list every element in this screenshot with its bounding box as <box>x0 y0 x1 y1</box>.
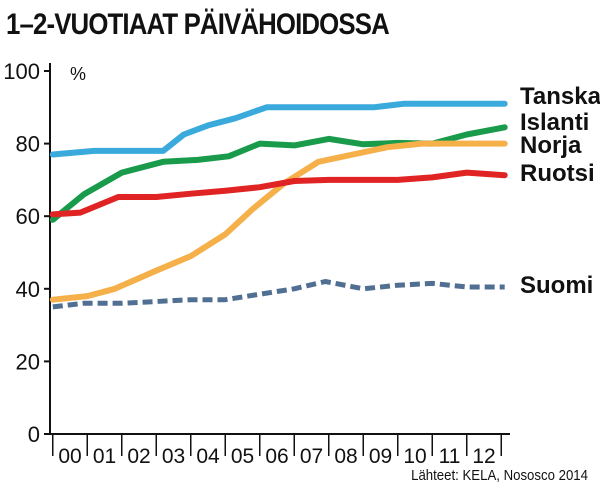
x-tick-label: 03 <box>162 445 185 468</box>
x-tick-label: 07 <box>300 445 323 468</box>
x-tick-label: 12 <box>472 445 495 468</box>
x-tick-label: 08 <box>334 445 357 468</box>
chart-title: 1–2-VUOTIAAT PÄIVÄHOIDOSSA <box>6 8 390 41</box>
y-tick-label: 100 <box>3 59 40 84</box>
x-tick-label: 10 <box>403 445 426 468</box>
legend-label-tanska: Tanska <box>520 83 600 110</box>
x-tick-label: 11 <box>439 445 461 468</box>
x-tick-label: 09 <box>369 445 392 468</box>
x-tick-label: 01 <box>93 445 116 468</box>
y-tick-label: 40 <box>16 277 40 302</box>
legend-label-islanti: Islanti <box>520 109 589 136</box>
legend-label-norja: Norja <box>520 132 582 159</box>
legend-label-ruotsi: Ruotsi <box>520 160 595 187</box>
series-line-suomi <box>52 279 505 310</box>
legend-label-suomi: Suomi <box>520 272 593 299</box>
source-note: Lähteet: KELA, Nososco 2014 <box>411 467 588 484</box>
series-line-tanska <box>49 100 508 158</box>
series-line-ruotsi <box>49 169 508 218</box>
y-tick-label: 80 <box>16 132 40 157</box>
series-line-norja <box>49 140 508 303</box>
x-tick-label: 00 <box>58 445 81 468</box>
x-tick-label: 02 <box>127 445 150 468</box>
y-tick-label: 60 <box>16 204 40 229</box>
y-unit-label: % <box>70 64 86 84</box>
x-tick-label: 06 <box>265 445 288 468</box>
x-tick-label: 05 <box>231 445 254 468</box>
x-tick-label: 04 <box>196 445 220 468</box>
y-tick-label: 20 <box>16 349 40 374</box>
y-tick-label: 0 <box>28 422 40 447</box>
